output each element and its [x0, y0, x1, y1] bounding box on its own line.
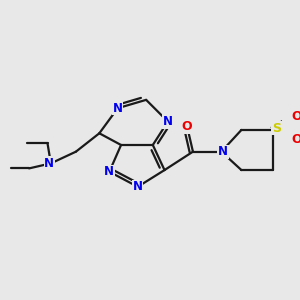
- Text: S: S: [272, 122, 281, 135]
- Text: N: N: [113, 102, 123, 115]
- Text: N: N: [44, 157, 54, 170]
- Text: O: O: [291, 134, 300, 146]
- Text: O: O: [291, 110, 300, 123]
- Text: N: N: [163, 115, 173, 128]
- Text: N: N: [133, 180, 143, 193]
- Text: N: N: [104, 165, 114, 178]
- Text: O: O: [181, 120, 192, 133]
- Text: N: N: [218, 145, 228, 158]
